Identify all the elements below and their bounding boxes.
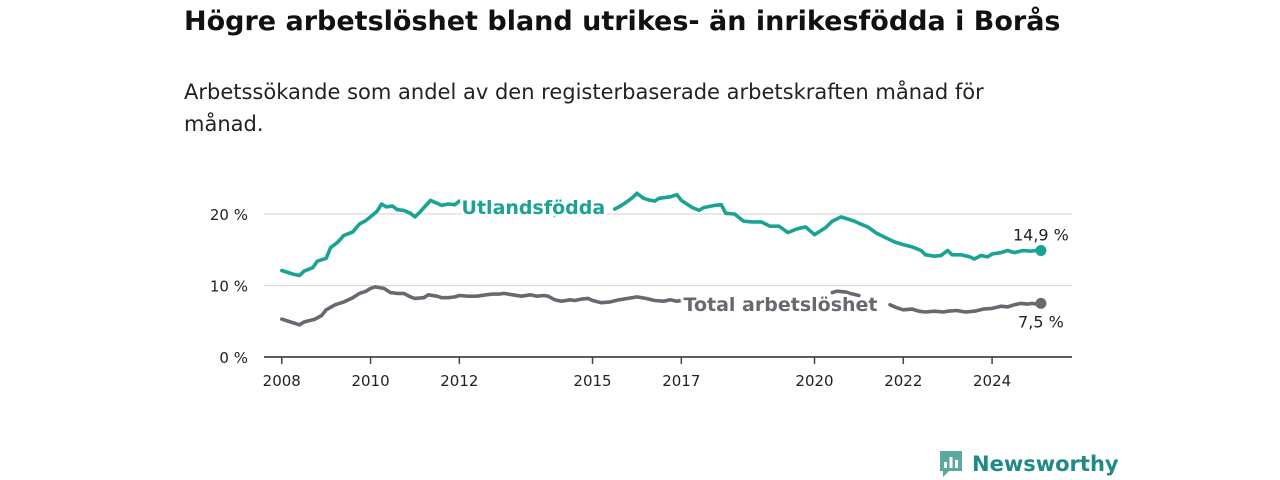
series-end-point [1035, 244, 1047, 256]
brand-name: Newsworthy [972, 452, 1119, 476]
x-tick-label: 2024 [973, 372, 1011, 390]
series-end-point [1035, 297, 1047, 309]
x-tick-label: 2020 [795, 372, 833, 390]
y-tick-label: 20 % [210, 206, 248, 224]
x-tick-label: 2012 [440, 372, 478, 390]
end-value-label: 7,5 % [1018, 312, 1064, 331]
x-tick-label: 2022 [884, 372, 922, 390]
gridlines [264, 213, 1072, 287]
x-axis: 0 % 10 % 20 % 2008 2010 2012 2015 2017 2020 2022 2… [210, 206, 1072, 390]
y-tick-label: 0 % [219, 349, 248, 367]
series-line-1 [280, 285, 1043, 327]
newsworthy-logo-icon [940, 451, 962, 477]
x-tick-label: 2015 [573, 372, 611, 390]
series-label: Total arbetslöshet [684, 294, 878, 316]
x-tick-label: 2010 [351, 372, 389, 390]
chart-subtitle: Arbetssökande som andel av den registerb… [184, 80, 984, 136]
series-lines [280, 191, 1047, 327]
brand-logo[interactable]: Newsworthy [938, 448, 1119, 480]
x-tick-label: 2017 [662, 372, 700, 390]
end-value-label: 14,9 % [1013, 225, 1069, 244]
series-line-0 [280, 191, 1043, 278]
series-label: Utlandsfödda [462, 197, 606, 219]
x-tick-label: 2008 [263, 372, 301, 390]
y-tick-label: 10 % [210, 278, 248, 296]
chart-labels: Utlandsfödda 14,9 % Total arbetslöshet 7,5 … [459, 194, 1069, 332]
chart-title: Högre arbetslöshet bland utrikes- än inr… [184, 6, 1061, 37]
